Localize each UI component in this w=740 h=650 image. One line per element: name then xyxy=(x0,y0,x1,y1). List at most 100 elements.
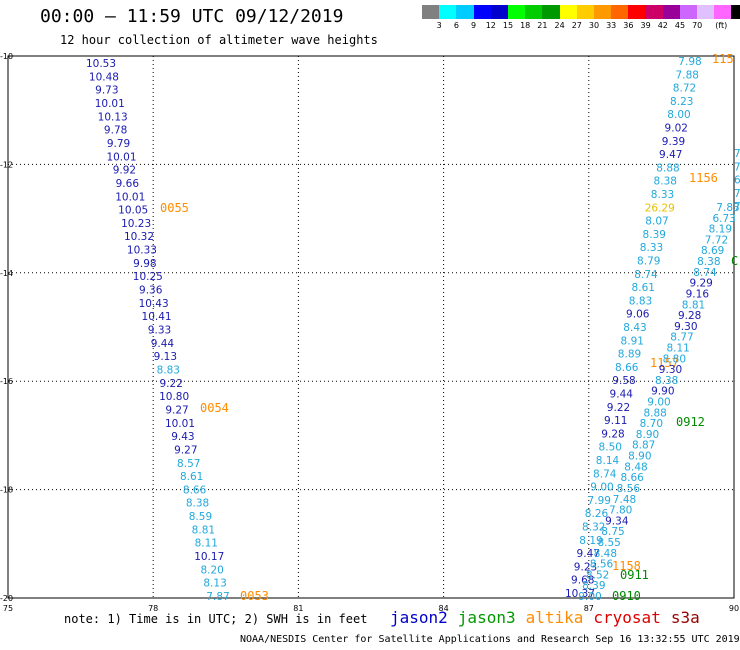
color-swatch xyxy=(731,5,740,19)
lon-tick-label: 84 xyxy=(439,604,449,613)
wave-height-value: 8.20 xyxy=(200,564,223,576)
wave-height-value: 7.3 xyxy=(734,201,740,213)
wave-height-value: 9.36 xyxy=(139,285,163,297)
lat-tick-label: -18 xyxy=(0,486,13,495)
wave-height-value: 8.14 xyxy=(596,455,620,467)
color-scale-tick: 9 xyxy=(471,21,477,30)
wave-height-value: 8.66 xyxy=(620,472,644,484)
lat-tick-label: -14 xyxy=(0,269,13,278)
wave-height-value: 10.53 xyxy=(86,58,116,70)
pass-time-label: 1156 xyxy=(689,171,718,185)
wave-height-value: 9.22 xyxy=(607,402,630,414)
color-swatch xyxy=(576,5,594,19)
wave-height-value: 9.78 xyxy=(104,125,127,137)
wave-height-value: 9.33 xyxy=(148,325,171,337)
wave-height-value: 8.90 xyxy=(636,429,659,441)
wave-height-value: 9.39 xyxy=(662,136,685,148)
wave-height-value: 7.98 xyxy=(678,56,701,68)
wave-height-value: 8.23 xyxy=(670,96,693,108)
legend-s3a: s3a xyxy=(670,608,700,627)
wave-height-value: 8.48 xyxy=(624,461,647,473)
wave-height-value: 8.74 xyxy=(634,269,658,281)
color-scale-tick: 6 xyxy=(453,21,459,30)
lat-tick-label: -16 xyxy=(0,377,13,386)
wave-height-value: 8.52 xyxy=(586,569,609,581)
pass-time-label: 0054 xyxy=(200,401,229,415)
pass-time-label: 0911 xyxy=(620,568,649,582)
wave-height-value: 9.58 xyxy=(612,375,635,387)
wave-height-value: 10.41 xyxy=(142,311,172,323)
wave-height-value: 10.80 xyxy=(159,391,189,403)
wave-height-value: 9.27 xyxy=(165,404,188,416)
pass-time-label: 0053 xyxy=(240,589,269,603)
wave-height-value: 10.23 xyxy=(121,218,151,230)
wave-height-value: 8.89 xyxy=(618,349,641,361)
color-scale-tick: 18 xyxy=(520,21,531,30)
color-scale-tick: 27 xyxy=(571,21,582,30)
lat-tick-label: -20 xyxy=(0,594,13,603)
color-scale-labels: 3 6 9 12 15 18 21 24 27 30 33 36 39 42 45 70 (ft) xyxy=(422,21,732,33)
wave-height-value: 8.00 xyxy=(667,109,690,121)
wave-height-value: 9.02 xyxy=(665,123,688,135)
map-title: 00:00 — 11:59 UTC 09/12/2019 xyxy=(40,6,344,27)
wave-height-value: 8.83 xyxy=(157,364,180,376)
color-swatch xyxy=(628,5,646,19)
wave-height-value: 10.25 xyxy=(133,271,163,283)
wave-height-value: 9.00 xyxy=(590,482,613,494)
lat-tick-label: -10 xyxy=(0,52,13,61)
color-scale-tick: 15 xyxy=(502,21,514,30)
wave-height-value: 9.30 xyxy=(659,364,682,376)
wave-height-value: 7.88 xyxy=(676,69,699,81)
wave-height-value: 8.39 xyxy=(643,229,666,241)
wave-height-value: 8.50 xyxy=(599,442,622,454)
wave-height-value: 8.38 xyxy=(655,375,678,387)
pass-time-label: C xyxy=(731,254,738,268)
wave-height-value: 9.90 xyxy=(651,386,674,398)
color-swatch xyxy=(679,5,697,19)
wave-height-value: 8.80 xyxy=(663,353,686,365)
wave-height-value: 8.61 xyxy=(632,282,655,294)
wave-height-value: 8.57 xyxy=(177,458,200,470)
color-scale-tick: 30 xyxy=(588,21,600,30)
wave-height-value: 8.88 xyxy=(643,407,666,419)
wave-height-value: 9.43 xyxy=(171,431,194,443)
color-scale-tick: 12 xyxy=(485,21,496,30)
wave-height-value: 9.29 xyxy=(689,278,712,290)
wave-height-value: 7.3 xyxy=(734,188,740,200)
wave-height-value: 8.66 xyxy=(183,484,207,496)
legend-jason2: jason2 xyxy=(390,608,448,627)
wave-height-value: 8.48 xyxy=(594,548,617,560)
legend-jason3: jason3 xyxy=(457,608,516,627)
wave-height-value: 9.34 xyxy=(605,515,629,527)
pass-time-label: 0910 xyxy=(612,589,641,603)
wave-height-value: 8.33 xyxy=(651,189,674,201)
wave-height-value: 8.88 xyxy=(656,162,679,174)
legend-altika: altika xyxy=(525,608,584,627)
wave-height-value: 10.01 xyxy=(106,151,136,163)
wave-height-value: 8.59 xyxy=(189,511,212,523)
wave-height-value: 8.61 xyxy=(180,471,203,483)
color-swatch xyxy=(593,5,612,19)
wave-height-value: 8.55 xyxy=(597,537,620,549)
wave-height-value: 8.33 xyxy=(640,242,663,254)
wave-height-value: 9.98 xyxy=(133,258,156,270)
wave-height-value: 10.17 xyxy=(194,551,224,563)
color-scale-tick: 36 xyxy=(623,21,634,30)
color-swatch xyxy=(714,5,732,19)
pass-time-label: 1157 xyxy=(650,356,679,370)
wave-height-value: 10.05 xyxy=(118,205,148,217)
note-text: note: 1) Time is in UTC; 2) SWH is in fe… xyxy=(64,612,368,626)
map-subtitle: 12 hour collection of altimeter wave hei… xyxy=(60,33,378,47)
color-scale-tick: 45 xyxy=(674,21,686,30)
wave-height-value: 6.73 xyxy=(712,213,735,225)
wave-height-value: 9.06 xyxy=(626,309,650,321)
wave-height-value: 9.44 xyxy=(610,389,634,401)
wave-height-value: 8.81 xyxy=(682,299,705,311)
color-swatch xyxy=(542,5,560,19)
wave-height-value: 9.30 xyxy=(674,321,697,333)
color-swatch xyxy=(456,5,474,19)
wave-height-value: 8.87 xyxy=(632,440,655,452)
wave-height-value: 8.70 xyxy=(640,418,663,430)
color-scale-unit: (ft) xyxy=(715,21,728,30)
wave-height-value: 8.79 xyxy=(637,256,660,268)
